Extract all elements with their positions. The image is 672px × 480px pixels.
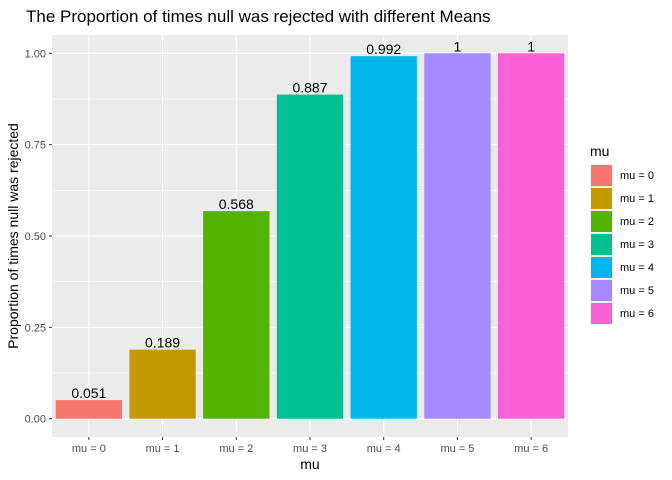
legend-label: mu = 3 xyxy=(620,239,654,251)
y-tick-label: 0.25 xyxy=(25,322,46,334)
data-label: 1 xyxy=(527,38,535,54)
bar xyxy=(497,53,565,419)
bar xyxy=(350,56,417,419)
data-label: 0.051 xyxy=(71,385,106,401)
x-axis: mu = 0 mu = 1 mu = 2 mu = 3 mu = 4 mu = 5 mu =… xyxy=(72,437,548,455)
y-tick-label: 0.00 xyxy=(25,414,46,426)
bar xyxy=(276,94,344,419)
bar xyxy=(203,211,270,419)
data-label: 0.992 xyxy=(366,41,401,57)
data-labels: 0.051 0.189 0.568 0.887 0.992 1 1 xyxy=(71,38,535,401)
bar xyxy=(129,349,196,419)
bars xyxy=(55,53,565,419)
legend-label: mu = 2 xyxy=(620,216,654,228)
legend-label: mu = 6 xyxy=(620,308,654,320)
bar xyxy=(424,53,491,419)
x-tick-label: mu = 0 xyxy=(72,443,106,455)
bar xyxy=(55,400,123,419)
legend-swatch xyxy=(591,280,612,301)
legend-title: mu xyxy=(590,143,609,159)
x-tick-label: mu = 5 xyxy=(440,443,474,455)
x-tick-label: mu = 3 xyxy=(293,443,327,455)
legend-swatch xyxy=(591,211,612,232)
legend-swatch xyxy=(591,165,612,186)
chart-title: The Proportion of times null was rejecte… xyxy=(26,7,491,26)
data-label: 1 xyxy=(454,38,462,54)
legend-swatch xyxy=(591,188,612,209)
legend-swatch xyxy=(591,257,612,278)
legend-swatch xyxy=(591,234,612,255)
x-axis-title: mu xyxy=(300,456,319,472)
y-tick-label: 1.00 xyxy=(25,48,46,60)
data-label: 0.568 xyxy=(219,196,254,212)
x-tick-label: mu = 2 xyxy=(219,443,253,455)
data-label: 0.887 xyxy=(292,80,327,96)
y-tick-label: 0.75 xyxy=(25,140,46,152)
data-label: 0.189 xyxy=(145,335,180,351)
legend-swatch xyxy=(591,303,612,324)
y-axis: 0.00 0.25 0.50 0.75 1.00 xyxy=(25,48,52,426)
x-tick-label: mu = 4 xyxy=(367,443,401,455)
legend-label: mu = 4 xyxy=(620,262,654,274)
legend-label: mu = 1 xyxy=(620,193,654,205)
x-tick-label: mu = 6 xyxy=(514,443,548,455)
y-axis-title: Proportion of times null was rejected xyxy=(5,123,21,349)
legend-label: mu = 5 xyxy=(620,285,654,297)
y-tick-label: 0.50 xyxy=(25,231,46,243)
legend: mu mu = 0mu = 1mu = 2mu = 3mu = 4mu = 5m… xyxy=(590,143,654,325)
legend-label: mu = 0 xyxy=(620,170,654,182)
legend-items: mu = 0 mu = 1 mu = 2 mu = 3 mu = 4 mu = 5 mu =… xyxy=(590,164,654,325)
x-tick-label: mu = 1 xyxy=(146,443,180,455)
